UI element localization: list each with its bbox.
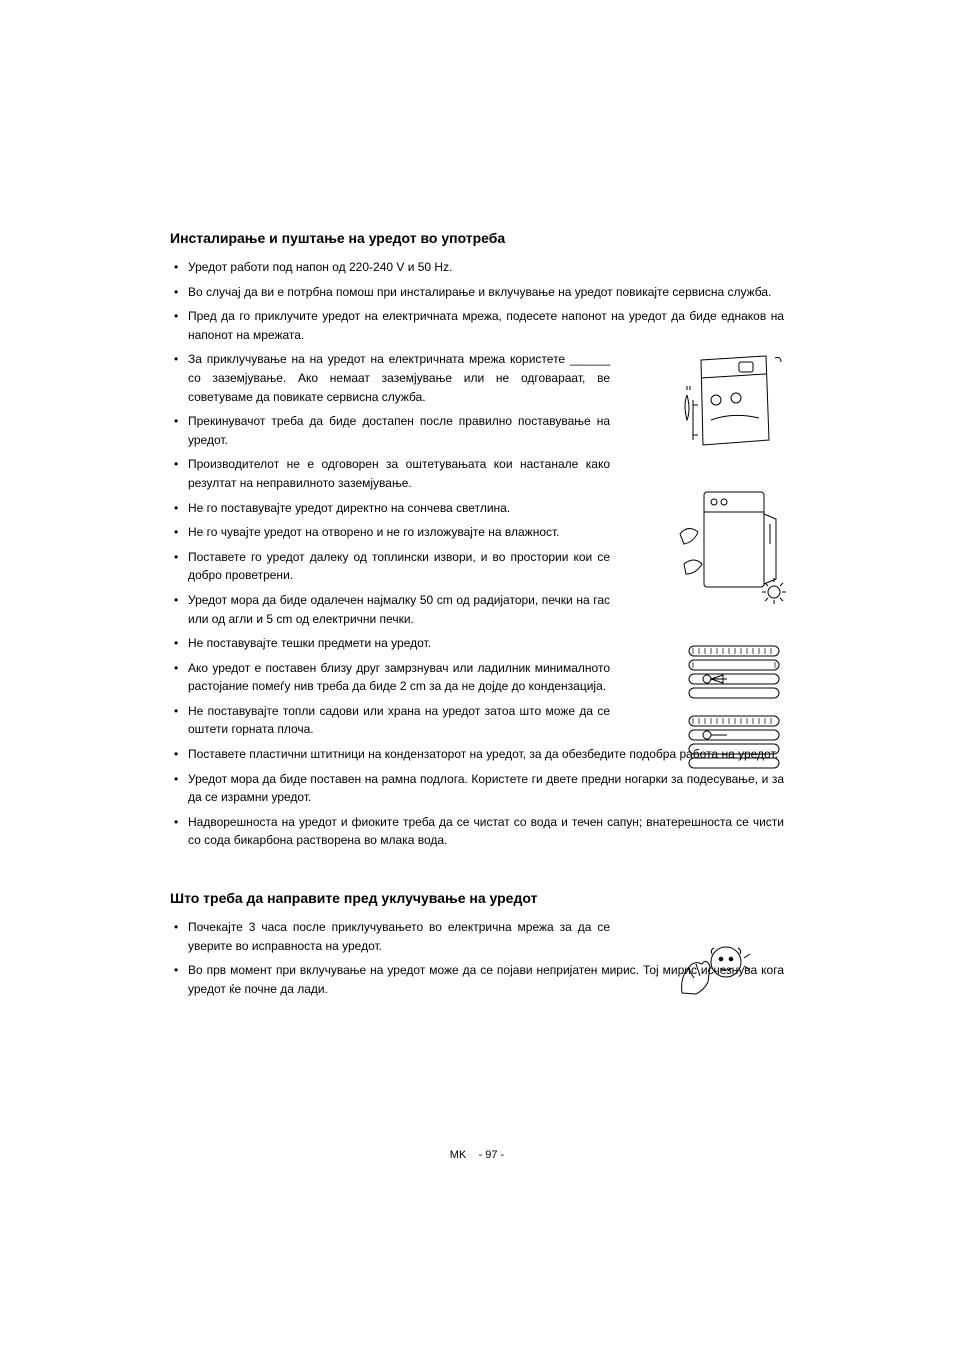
list-item: Производителот не е одговорен за оштетув… [170, 455, 610, 492]
footer-page: - 97 - [479, 1149, 505, 1161]
list-item: Почекајте 3 часа после приклучувањето во… [170, 918, 610, 955]
list-item: Не го поставувајте уредот директно на со… [170, 499, 610, 518]
list-item: Не поставувајте тешки предмети на уредот… [170, 634, 610, 653]
list-item: Во случај да ви е потрбна помош при инст… [170, 283, 784, 302]
list-item: Надворешноста на уредот и фиоките треба … [170, 813, 784, 850]
list-item: Не поставувајте топли садови или храна н… [170, 702, 610, 739]
list-item: Ако уредот е поставен близу друг замрзну… [170, 659, 610, 696]
document-page: Инсталирање и пуштање на уредот во употр… [0, 0, 954, 1098]
section2-title: Што треба да направите пред уклучување н… [170, 890, 784, 906]
page-footer: MK - 97 - [0, 1149, 954, 1161]
list-item: Пред да го приклучите уредот на електрич… [170, 307, 784, 344]
list-item: Уредот мора да биде одалечен најмалку 50… [170, 591, 610, 628]
footer-lang: MK [450, 1149, 467, 1161]
wait-clock-icon [674, 938, 754, 1003]
fridge-sun-icon [676, 484, 786, 604]
plug-fridge-icon [681, 350, 786, 465]
section1-title: Инсталирање и пуштање на уредот во употр… [170, 230, 784, 246]
list-item: Уредот работи под напон од 220-240 V и 5… [170, 258, 784, 277]
list-item: За приклучување на на уредот на електрич… [170, 350, 610, 406]
radiator-spacing-icon [681, 640, 786, 780]
list-item: Поставете го уредот далеку од топлински … [170, 548, 610, 585]
list-item: Не го чувајте уредот на отворено и не го… [170, 523, 610, 542]
list-item: Прекинувачот треба да биде достапен посл… [170, 412, 610, 449]
